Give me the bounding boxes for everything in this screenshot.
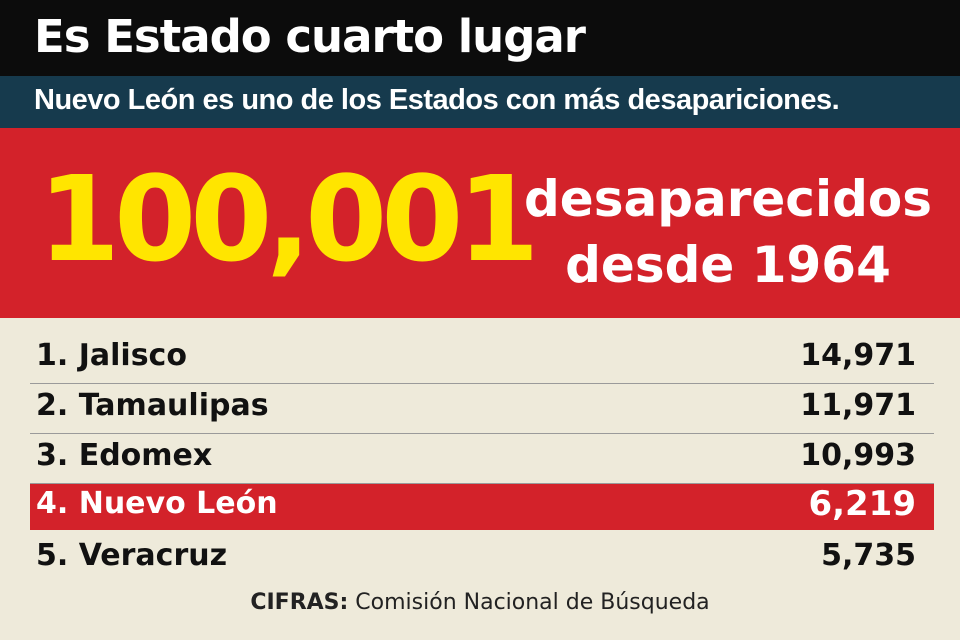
hero-caption-line2: desde 1964: [565, 236, 891, 294]
hero-banner: 100,001 desaparecidos desde 1964: [0, 128, 960, 318]
table-row: 4. Nuevo León 6,219: [30, 484, 934, 530]
source-text: Comisión Nacional de Búsqueda: [348, 590, 710, 615]
row-value-label: 10,993: [800, 438, 916, 473]
table-row: 5. Veracruz 5,735: [30, 534, 934, 584]
page-title: Es Estado cuarto lugar: [34, 10, 586, 63]
table-row: 1. Jalisco 14,971: [30, 334, 934, 384]
subheader-bar: Nuevo León es uno de los Estados con más…: [0, 76, 960, 128]
row-value-label: 11,971: [800, 388, 916, 423]
source-label: CIFRAS:: [250, 590, 349, 615]
row-state-label: 4. Nuevo León: [36, 486, 278, 521]
table-row: 2. Tamaulipas 11,971: [30, 384, 934, 434]
row-state-label: 2. Tamaulipas: [36, 388, 269, 423]
hero-total-number: 100,001: [38, 150, 539, 288]
row-value-label: 5,735: [821, 538, 916, 573]
row-value-label: 6,219: [808, 484, 916, 524]
header-bar: Es Estado cuarto lugar: [0, 0, 960, 76]
row-state-label: 1. Jalisco: [36, 338, 187, 373]
row-state-label: 5. Veracruz: [36, 538, 228, 573]
source-note: CIFRAS: Comisión Nacional de Búsqueda: [0, 590, 960, 615]
row-value-label: 14,971: [800, 338, 916, 373]
hero-caption: desaparecidos desde 1964: [508, 166, 948, 298]
page-subtitle: Nuevo León es uno de los Estados con más…: [34, 84, 840, 116]
table-row: 3. Edomex 10,993: [30, 434, 934, 484]
hero-caption-line1: desaparecidos: [524, 170, 932, 228]
ranking-table: 1. Jalisco 14,971 2. Tamaulipas 11,971 3. Ed…: [30, 334, 934, 584]
row-state-label: 3. Edomex: [36, 438, 213, 473]
